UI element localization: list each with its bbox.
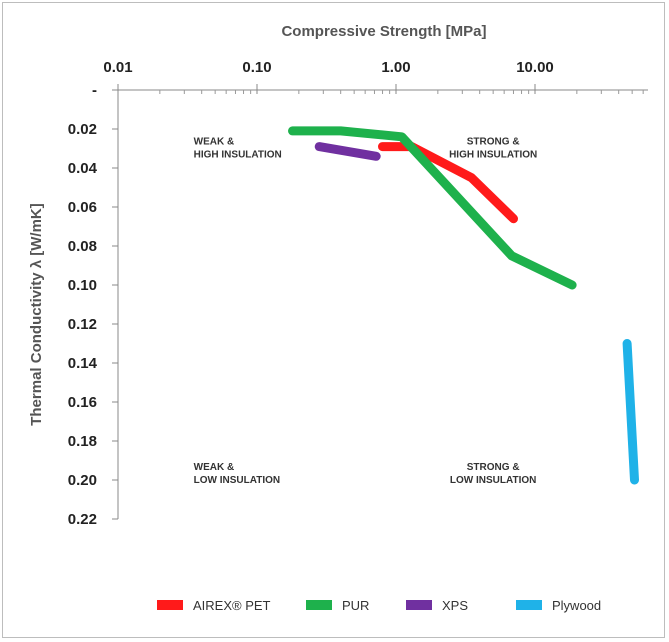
series-line-xps: [314, 142, 381, 161]
x-axis-title: Compressive Strength [MPa]: [281, 23, 486, 40]
x-tick-label: 0.01: [103, 59, 132, 76]
y-tick-label: 0.16: [68, 394, 97, 411]
legend-label: Plywood: [552, 598, 601, 613]
y-tick-label: 0.08: [68, 238, 97, 255]
x-tick-label: 0.10: [242, 59, 271, 76]
legend-label: PUR: [342, 598, 369, 613]
y-tick-label: 0.14: [68, 355, 98, 372]
y-tick-label: 0.20: [68, 472, 97, 489]
y-axis-title: Thermal Conductivity λ [W/mK]: [28, 203, 45, 426]
y-tick-label: 0.12: [68, 316, 97, 333]
annotation-line1: WEAK &: [194, 462, 235, 473]
annotation-line2: LOW INSULATION: [194, 475, 280, 486]
legend-label: XPS: [442, 598, 468, 613]
series-line-airex-pet: [378, 142, 518, 224]
annotation-line1: WEAK &: [194, 136, 235, 147]
y-tick-label: 0.02: [68, 121, 97, 138]
annotation-line1: STRONG &: [467, 136, 520, 147]
series-line-plywood: [622, 339, 639, 485]
y-tick-label: 0.10: [68, 277, 97, 294]
legend-label: AIREX® PET: [193, 598, 271, 613]
legend-swatch: [516, 600, 542, 610]
annotation-line2: LOW INSULATION: [450, 475, 536, 486]
annotation-line1: STRONG &: [467, 462, 520, 473]
legend-swatch: [306, 600, 332, 610]
y-tick-label: 0.22: [68, 511, 97, 528]
x-tick-label: 10.00: [516, 59, 554, 76]
y-tick-label: 0.04: [68, 160, 98, 177]
annotation-line2: HIGH INSULATION: [194, 149, 282, 160]
legend-swatch: [157, 600, 183, 610]
y-tick-label: 0.18: [68, 433, 97, 450]
x-tick-label: 1.00: [381, 59, 410, 76]
y-tick-label: 0.06: [68, 199, 97, 216]
legend-swatch: [406, 600, 432, 610]
y-tick-label: -: [92, 82, 97, 99]
series-line-pur: [288, 126, 577, 290]
annotation-line2: HIGH INSULATION: [449, 149, 537, 160]
